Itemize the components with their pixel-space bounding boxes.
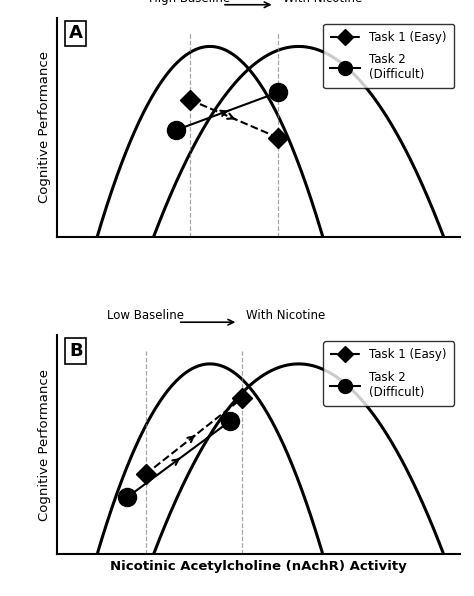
Y-axis label: Cognitive Performance: Cognitive Performance bbox=[38, 51, 51, 203]
Text: Low Baseline: Low Baseline bbox=[107, 309, 184, 322]
Y-axis label: Cognitive Performance: Cognitive Performance bbox=[38, 369, 51, 521]
Text: With Nicotine: With Nicotine bbox=[246, 309, 326, 322]
X-axis label: Nicotinic Acetylcholine (nAchR) Activity: Nicotinic Acetylcholine (nAchR) Activity bbox=[110, 560, 407, 573]
Text: With Nicotine: With Nicotine bbox=[283, 0, 362, 5]
Text: High Baseline: High Baseline bbox=[149, 0, 230, 5]
Text: A: A bbox=[69, 24, 83, 42]
Legend: Task 1 (Easy), Task 2
(Difficult): Task 1 (Easy), Task 2 (Difficult) bbox=[323, 342, 454, 406]
Legend: Task 1 (Easy), Task 2
(Difficult): Task 1 (Easy), Task 2 (Difficult) bbox=[323, 24, 454, 88]
Text: B: B bbox=[69, 342, 82, 360]
